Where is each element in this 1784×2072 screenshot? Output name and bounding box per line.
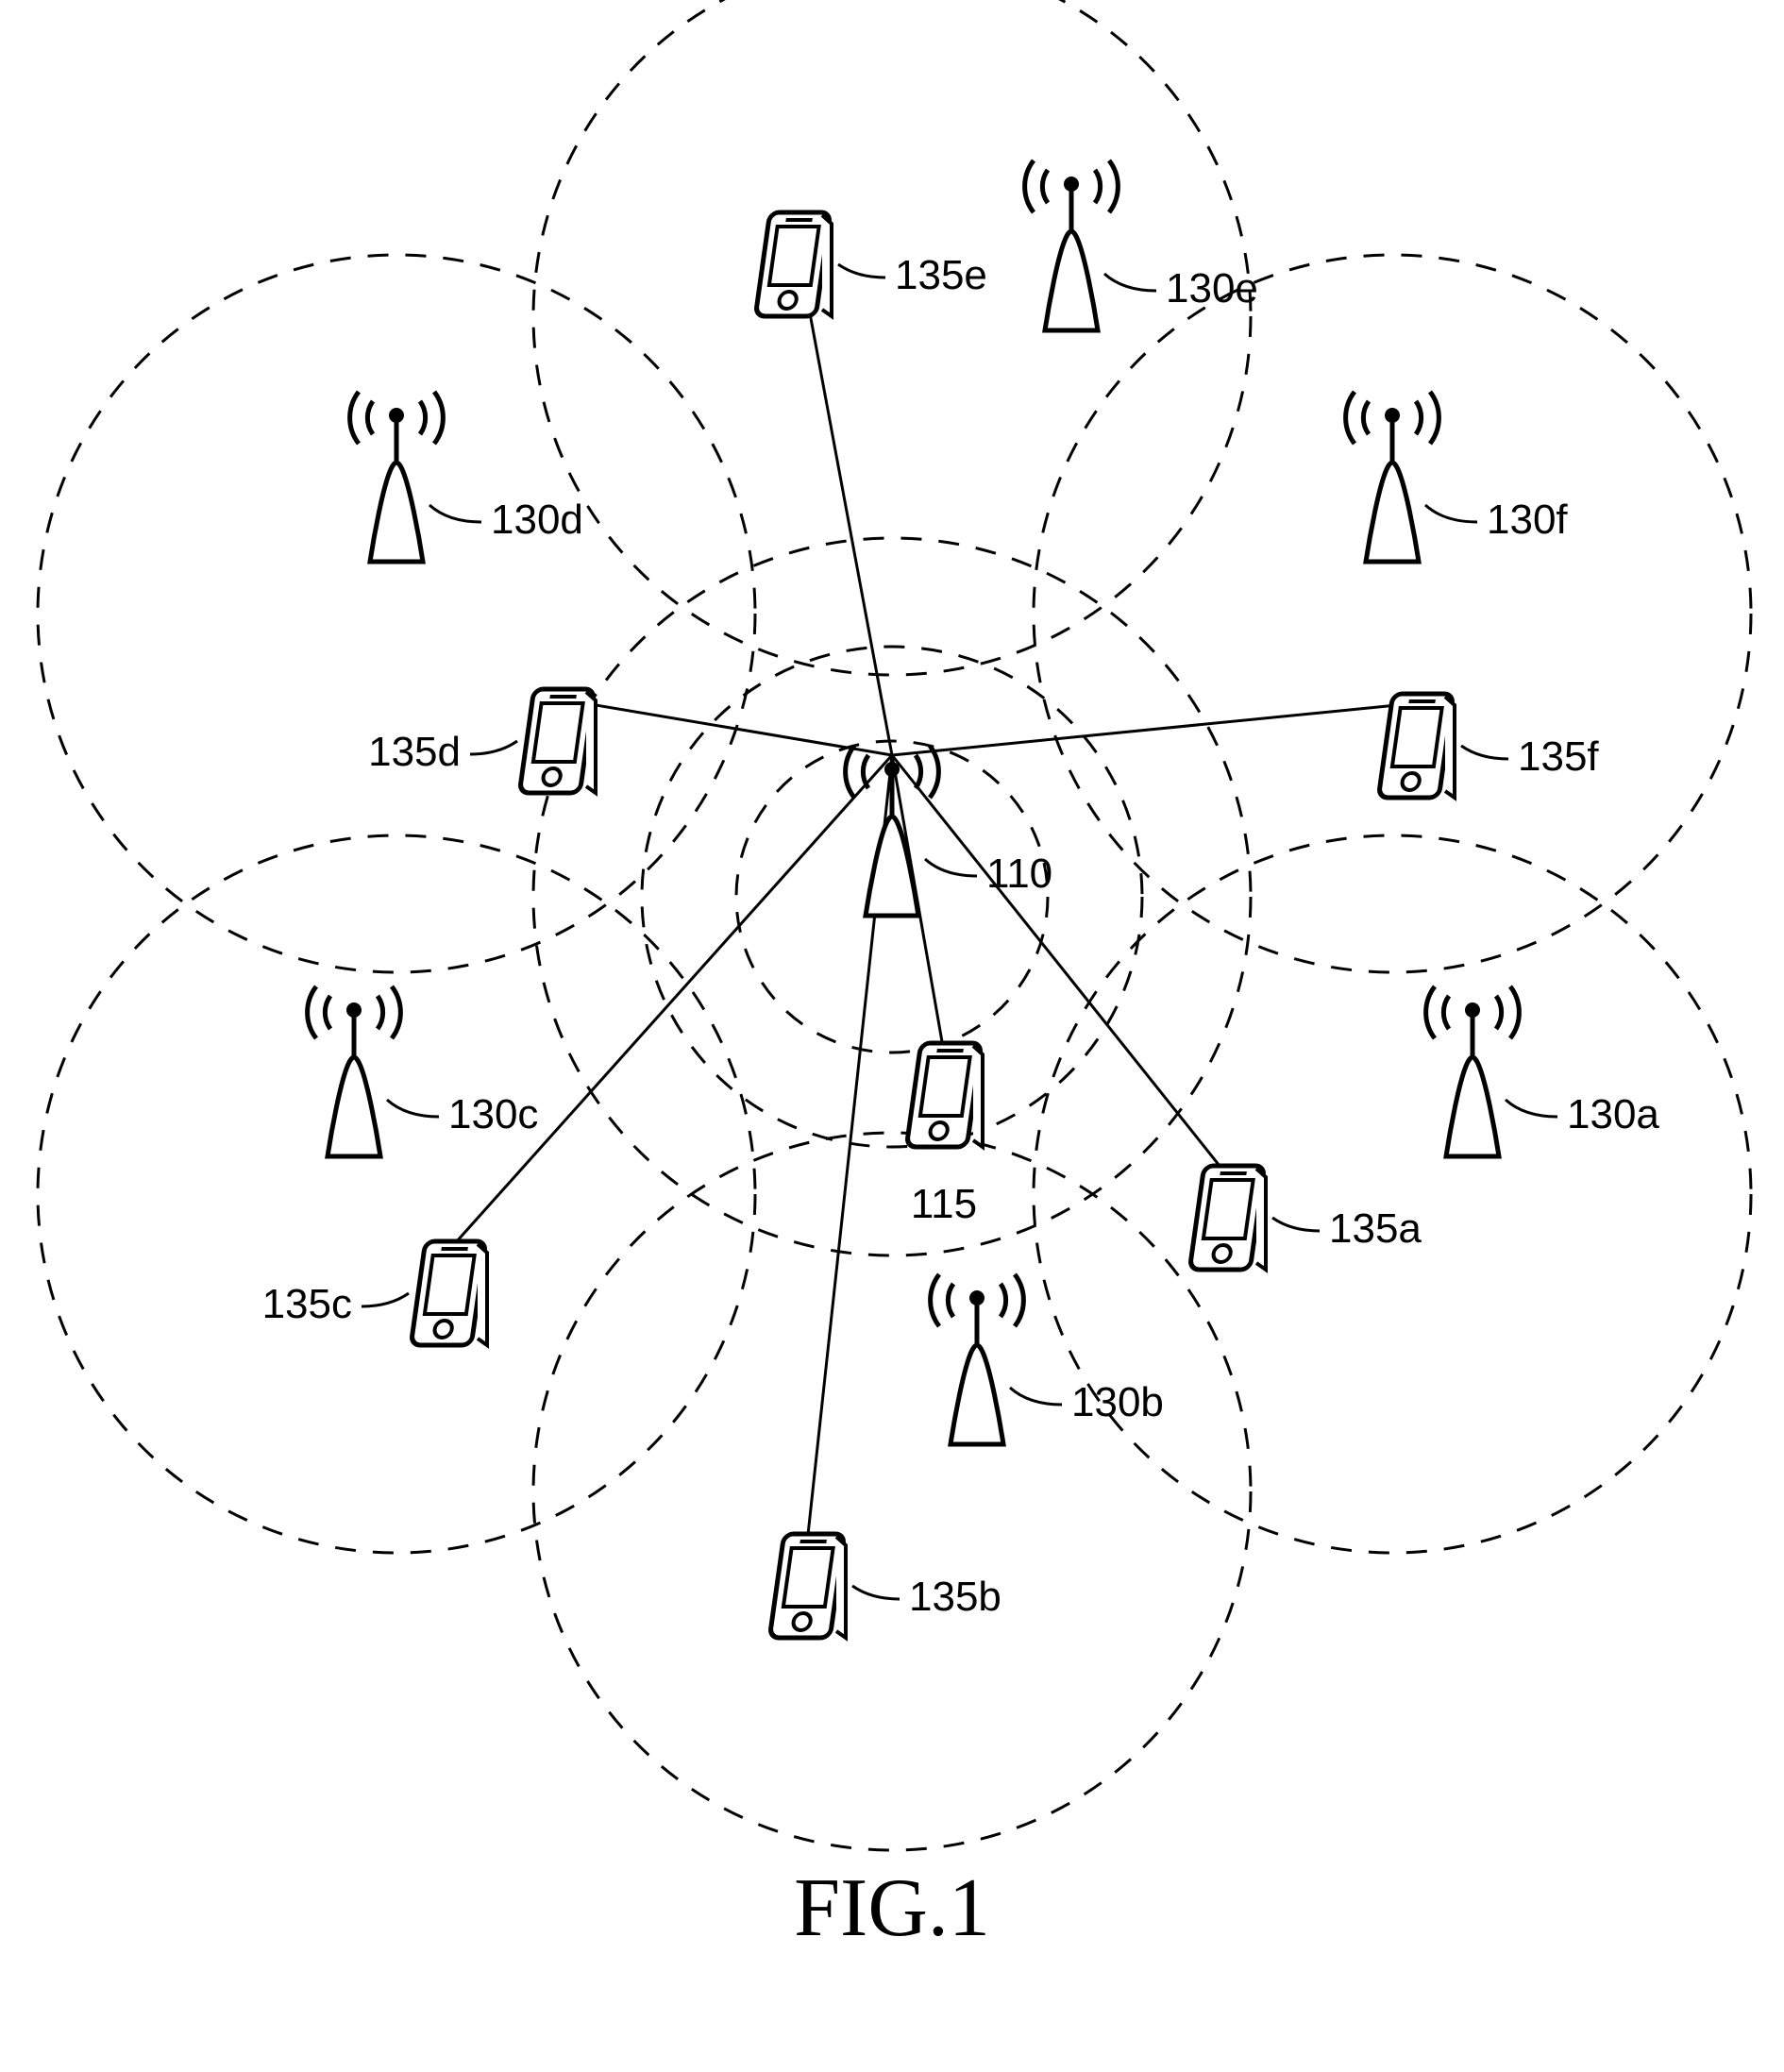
label-135e: 135e: [895, 252, 987, 298]
base-station-130c: [308, 986, 401, 1156]
mobile-terminal-135c: [411, 1241, 487, 1345]
mobile-terminal-135b: [769, 1534, 846, 1638]
link-110-to-135c: [448, 755, 892, 1251]
label-130e: 130e: [1166, 265, 1258, 312]
leader-135a: [1272, 1218, 1320, 1231]
leader-135b: [852, 1586, 900, 1599]
cell-boundary-d: [38, 255, 755, 972]
base-station-130d: [350, 392, 444, 562]
mobile-terminal-135d: [519, 689, 596, 793]
cell-boundary-e: [533, 0, 1251, 675]
leader-130b: [1010, 1388, 1062, 1405]
leader-130a: [1506, 1100, 1557, 1117]
base-station-130b: [931, 1274, 1024, 1444]
link-110-to-135f: [892, 703, 1416, 755]
links-layer: [448, 222, 1416, 1543]
base-station-130e: [1025, 160, 1119, 330]
label-135c: 135c: [262, 1281, 352, 1327]
label-130c: 130c: [448, 1091, 538, 1137]
link-110-to-135d: [557, 699, 892, 755]
label-130f: 130f: [1487, 497, 1568, 543]
label-115: 115: [911, 1181, 977, 1227]
label-135f: 135f: [1518, 733, 1599, 780]
label-135a: 135a: [1329, 1205, 1422, 1252]
nodes-layer: [308, 160, 1520, 1638]
mobile-terminal-115: [906, 1043, 983, 1147]
leader-135f: [1461, 746, 1508, 759]
leader-135c: [362, 1293, 409, 1306]
leader-135d: [470, 741, 517, 754]
label-130a: 130a: [1567, 1091, 1659, 1137]
label-130d: 130d: [491, 497, 583, 543]
label-110: 110: [986, 851, 1052, 897]
leader-130e: [1104, 274, 1156, 291]
base-station-130f: [1346, 392, 1439, 562]
cell-boundary-c: [38, 835, 755, 1553]
label-130b: 130b: [1071, 1379, 1164, 1425]
base-station-130a: [1426, 986, 1520, 1156]
label-135b: 135b: [909, 1574, 1001, 1620]
figure-caption: FIG.1: [794, 1862, 990, 1954]
mobile-terminal-135a: [1189, 1166, 1266, 1270]
leader-110: [925, 859, 977, 876]
mobile-terminal-135f: [1378, 694, 1455, 798]
label-135d: 135d: [368, 729, 461, 775]
cell-boundary-b: [533, 1133, 1251, 1850]
leader-130c: [387, 1100, 439, 1117]
leader-130d: [429, 505, 481, 522]
cell-boundary-f: [1034, 255, 1751, 972]
leader-130f: [1425, 505, 1477, 522]
cell-boundary-a: [1034, 835, 1751, 1553]
mobile-terminal-135e: [755, 212, 832, 316]
leader-135e: [838, 264, 885, 278]
base-station-110: [846, 746, 939, 916]
